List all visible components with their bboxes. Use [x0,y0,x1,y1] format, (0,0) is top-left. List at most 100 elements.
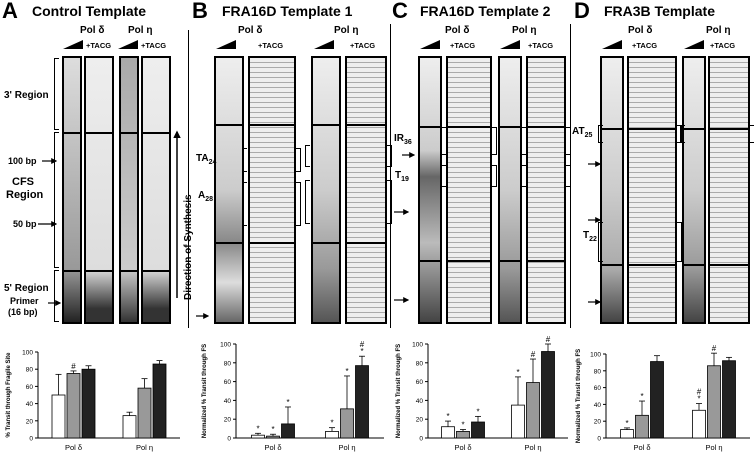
site-bracket [598,222,603,262]
y-axis-label: Normalized % Transit through FS [396,344,402,438]
bar [266,435,280,439]
pol-delta-label-a: Pol δ [80,25,105,36]
y-tick-label: 80 [594,368,602,375]
panel-divider [390,24,391,328]
gel-lane [84,56,114,324]
site-bracket [677,125,682,143]
significance-marker: * [345,367,348,376]
bar [471,421,485,439]
significance-marker: * [330,419,333,428]
y-tick-label: 40 [224,398,232,405]
ta24-label: TA24 [196,153,217,166]
panel-title-d: FRA3B Template [604,3,715,19]
panel-letter-a: A [2,0,18,23]
bar [81,368,96,439]
site-bracket [441,165,446,187]
site-bracket [598,125,603,143]
region-label: Region [6,189,44,201]
tacg-label: +TACG [141,41,167,50]
bar [340,408,354,439]
category-label: Pol δ [264,443,281,452]
concentration-wedge [63,40,83,49]
pol-eta-label-d: Pol η [706,25,731,36]
significance-marker: * [461,421,464,430]
y-tick-label: 20 [26,418,34,425]
significance-marker: # [712,344,717,353]
gel-lane [600,56,624,324]
significance-marker: * [625,419,628,428]
cfs-label: CFS [12,176,34,188]
concentration-wedge [216,40,236,49]
gel-lane [119,56,139,324]
tacg-label: +TACG [528,41,554,50]
y-tick-label: 0 [419,436,423,443]
tacg-label: +TACG [350,41,376,50]
bar [325,431,339,439]
significance-marker: # [531,350,536,359]
significance-marker: * [640,392,643,401]
concentration-wedge [684,40,704,49]
panel-letter-d: D [574,0,590,23]
y-tick-label: 60 [416,379,424,386]
region-5-label: 5' Region [4,283,49,294]
site-bracket [566,165,571,187]
category-label: Pol δ [454,443,471,452]
site-bracket [387,145,392,167]
region-bracket [54,132,59,268]
significance-marker: * [476,407,479,416]
y-tick-label: 100 [220,342,231,349]
panel-title-a: Control Template [32,3,147,19]
tacg-label: +TACG [710,41,736,50]
site-bracket [492,165,497,187]
bar [355,365,369,439]
panel-letter-b: B [192,0,208,23]
ir36-label: IR36 [394,133,412,146]
category-label: Pol δ [65,443,82,452]
y-tick-label: 0 [227,436,231,443]
y-tick-label: 0 [29,436,33,443]
gel-lane [248,56,296,324]
site-bracket [750,125,754,143]
pol-eta-label-b: Pol η [334,25,359,36]
tacg-label: +TACG [258,41,284,50]
category-label: Pol η [136,443,153,452]
bar-chart-d: 0 20 40 60 80 100 Normalized % Transit through… [576,344,750,452]
significance-marker: # [697,388,702,397]
primer-label: Primer [10,296,39,306]
region-bracket [54,58,59,130]
y-tick-label: 100 [412,342,423,349]
gel-lane [62,56,82,324]
significance-marker: # [71,362,76,371]
site-bracket [305,145,310,167]
gel-lane [141,56,171,324]
category-label: Pol η [338,443,355,452]
significance-marker: # [546,335,551,344]
category-label: Pol η [705,443,722,452]
pol-eta-label-c: Pol η [512,25,537,36]
y-tick-label: 40 [594,402,602,409]
y-axis-label: % Transit through Fragile Site [6,352,12,438]
significance-marker: * [516,368,519,377]
significance-marker: * [446,412,449,421]
site-bracket [387,180,392,224]
bar [620,429,634,439]
bar [137,387,152,439]
y-tick-label: 60 [594,385,602,392]
a28-label: A28 [198,190,214,203]
site-bracket [521,127,526,155]
gel-lane [345,56,387,324]
site-bracket [296,148,301,172]
y-tick-label: 60 [224,379,232,386]
bar-chart-a: 0 20 40 60 80 100 % Transit through Fragile Si… [6,350,180,452]
y-tick-label: 40 [26,401,34,408]
panel-title-b: FRA16D Template 1 [222,3,353,19]
category-label: Pol η [524,443,541,452]
bar [281,423,295,439]
panel-divider [188,30,189,328]
y-tick-label: 80 [26,367,34,374]
bar [526,382,540,439]
site-bracket [680,125,685,143]
y-tick-label: 0 [597,436,601,443]
significance-marker: * [697,395,700,404]
bp100-label: 100 bp [8,156,37,166]
